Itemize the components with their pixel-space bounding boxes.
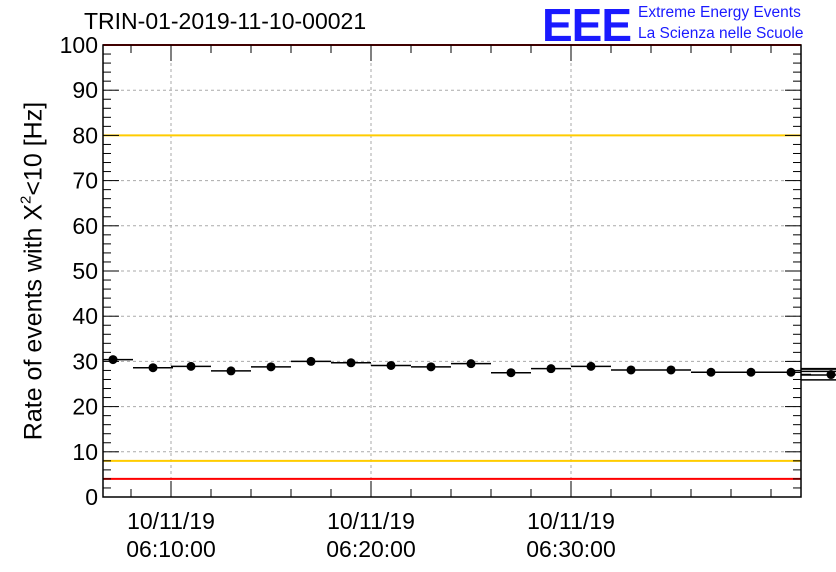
data-point [466,359,476,369]
y-tick-label: 70 [72,168,98,194]
data-point [626,365,636,375]
chart-title: TRIN-01-2019-11-10-00021 [84,8,367,34]
x-tick-label-date: 10/11/19 [127,508,215,534]
data-point [186,361,196,371]
data-point [226,366,236,376]
data-point [108,355,118,365]
y-tick-label: 90 [72,77,98,103]
logo-subtitle-line1: Extreme Energy Events [638,4,801,21]
x-tick-label-date: 10/11/19 [527,508,615,534]
y-tick-label: 30 [72,348,98,374]
data-point [306,356,316,366]
y-tick-label: 40 [72,303,98,329]
y-tick-label: 100 [60,32,98,58]
data-point [786,367,796,377]
y-axis-label-prefix: Rate of events with X [19,203,48,441]
data-point [148,363,158,373]
data-point [706,367,716,377]
data-point [426,362,436,372]
data-point [586,361,596,371]
y-tick-label: 80 [72,122,98,148]
y-axis-label: Rate of events with X2<10 [Hz] [17,101,48,441]
x-tick-label-time: 06:10:00 [126,536,216,562]
y-tick-label: 10 [72,439,98,465]
data-point [386,360,396,370]
y-axis-label-superscript: 2 [17,195,35,204]
logo-subtitle-line2: La Scienza nelle Scuole [638,25,804,42]
data-point [546,364,556,374]
x-tick-label-time: 06:30:00 [526,536,616,562]
x-tick-label-time: 06:20:00 [326,536,416,562]
data-point [666,365,676,375]
y-axis-label-suffix: <10 [Hz] [19,101,48,196]
y-tick-label: 60 [72,213,98,239]
data-point [506,368,516,378]
y-tick-label: 50 [72,258,98,284]
x-tick-label-date: 10/11/19 [327,508,415,534]
eee-logo: EEE [542,0,632,51]
y-tick-label: 0 [85,484,98,510]
y-tick-label: 20 [72,394,98,420]
data-point [746,367,756,377]
data-point [266,362,276,372]
data-point [346,358,356,368]
